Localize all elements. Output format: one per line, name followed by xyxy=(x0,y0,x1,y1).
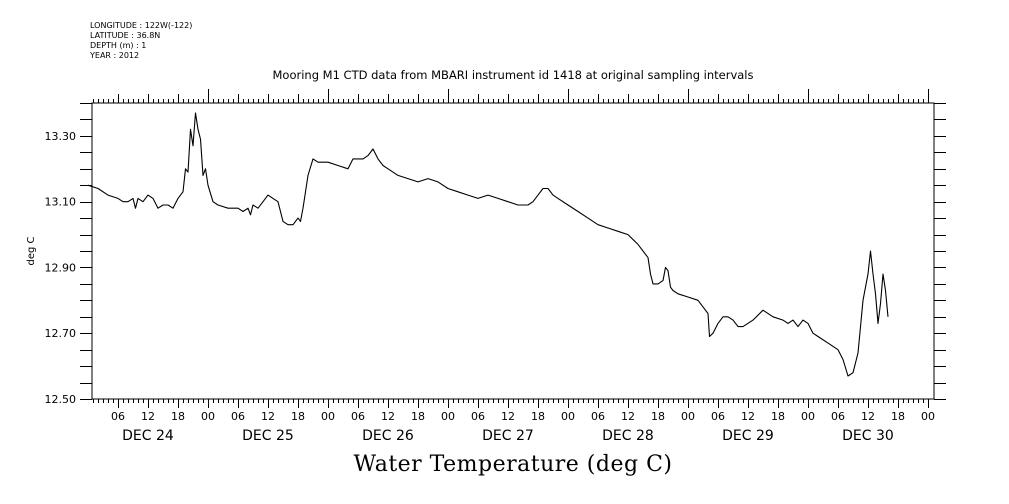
x-tick-label: 06 xyxy=(351,410,365,423)
x-tick-label: 12 xyxy=(621,410,635,423)
x-day-label: DEC 24 xyxy=(122,428,174,444)
x-tick-label: 12 xyxy=(861,410,875,423)
y-tick-label: 12.90 xyxy=(45,261,77,274)
x-tick-label: 06 xyxy=(471,410,485,423)
y-tick-label: 12.50 xyxy=(45,393,77,406)
y-tick-label: 13.30 xyxy=(45,130,77,143)
metadata-year: YEAR : 2012 xyxy=(90,51,140,60)
y-tick-label: 12.70 xyxy=(45,327,77,340)
metadata-depth: DEPTH (m) : 1 xyxy=(90,41,147,50)
x-tick-label: 12 xyxy=(381,410,395,423)
x-day-label: DEC 29 xyxy=(722,428,774,444)
x-tick-label: 00 xyxy=(201,410,215,423)
x-tick-label: 12 xyxy=(741,410,755,423)
x-tick-label: 18 xyxy=(291,410,305,423)
x-tick-label: 18 xyxy=(651,410,665,423)
x-tick-label: 00 xyxy=(921,410,935,423)
x-day-label: DEC 28 xyxy=(602,428,654,444)
x-day-label: DEC 30 xyxy=(842,428,894,444)
x-tick-label: 06 xyxy=(591,410,605,423)
x-day-label: DEC 27 xyxy=(482,428,534,444)
x-tick-label: 06 xyxy=(231,410,245,423)
x-tick-label: 18 xyxy=(771,410,785,423)
x-tick-label: 06 xyxy=(111,410,125,423)
x-tick-label: 00 xyxy=(801,410,815,423)
x-day-label: DEC 26 xyxy=(362,428,414,444)
x-tick-label: 06 xyxy=(711,410,725,423)
x-tick-label: 00 xyxy=(681,410,695,423)
y-tick-label: 13.10 xyxy=(45,196,77,209)
x-tick-label: 18 xyxy=(531,410,545,423)
x-tick-label: 12 xyxy=(501,410,515,423)
x-tick-label: 06 xyxy=(831,410,845,423)
y-axis-label: deg C xyxy=(26,236,37,265)
x-tick-label: 18 xyxy=(411,410,425,423)
chart-bottom-title: Water Temperature (deg C) xyxy=(353,452,673,477)
x-tick-label: 12 xyxy=(261,410,275,423)
chart-title: Mooring M1 CTD data from MBARI instrumen… xyxy=(272,68,754,82)
x-tick-label: 18 xyxy=(891,410,905,423)
x-tick-label: 00 xyxy=(321,410,335,423)
x-day-label: DEC 25 xyxy=(242,428,294,444)
x-tick-label: 00 xyxy=(561,410,575,423)
temperature-series-line xyxy=(87,112,889,377)
plot-frame xyxy=(91,102,935,400)
metadata-longitude: LONGITUDE : 122W(-122) xyxy=(90,21,193,30)
x-tick-label: 18 xyxy=(171,410,185,423)
metadata-latitude: LATITUDE : 36.8N xyxy=(90,31,161,40)
x-tick-label: 12 xyxy=(141,410,155,423)
metadata-block: LONGITUDE : 122W(-122) LATITUDE : 36.8N … xyxy=(90,21,192,61)
x-tick-label: 00 xyxy=(441,410,455,423)
